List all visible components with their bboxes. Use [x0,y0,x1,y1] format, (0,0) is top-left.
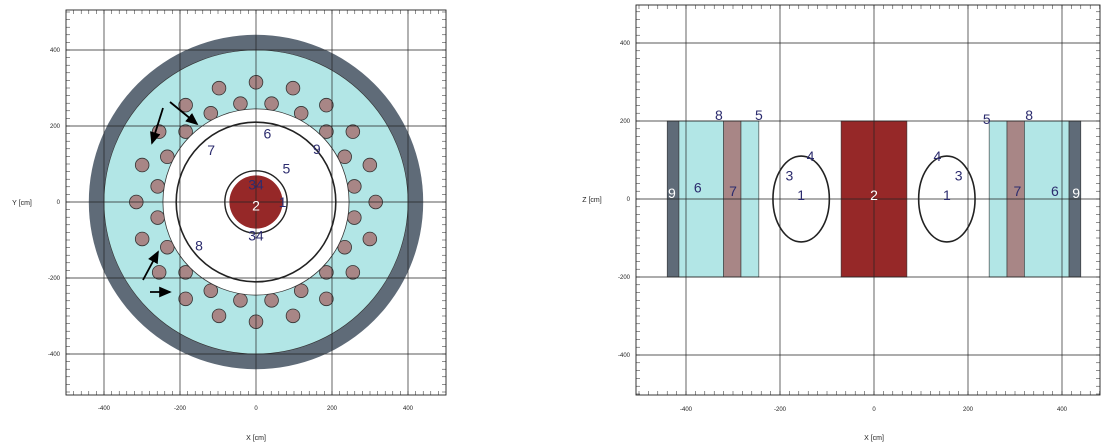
y-tick-label: 200 [620,119,631,125]
y-axis-label: Y [cm] [12,200,32,207]
fuel-rod [160,239,175,255]
region-label: 5 [283,161,291,177]
fuel-rod [293,283,309,298]
region-label: 4 [934,148,942,164]
x-tick-label: 0 [872,407,876,413]
y-tick-label: 400 [50,48,61,54]
x-tick-label: 0 [254,406,258,412]
x-axis-label: X [cm] [864,435,884,442]
fuel-rod [347,179,362,194]
region-label: 8 [715,107,723,123]
y-axis-label: Z [cm] [582,197,601,204]
fuel-rod [150,210,165,225]
xy-cross-section-panel: -400 -200 0 200 400 400 200 0 -200 -400 X [cm] Y [c… [12,9,447,442]
y-tick-label: 0 [627,197,631,203]
x-tick-label: 200 [327,406,338,412]
fuel-rod [264,96,279,111]
x-tick-label: 400 [403,406,414,412]
x-tick-label: 200 [963,407,974,413]
region-label: 1 [943,187,951,203]
region-label: 2 [252,197,260,213]
fuel-rod [151,265,167,280]
y-tick-label: 200 [50,124,61,130]
region-label: 4 [807,148,815,164]
region-label: 7 [1013,183,1021,199]
region-label: 3 [248,177,256,193]
fuel-rod [293,106,309,121]
fuel-rod [285,80,301,96]
fuel-rod [233,293,248,308]
fuel-rod [178,265,193,280]
fuel-rod [319,291,334,307]
region-label: 7 [207,142,215,158]
fuel-rod [337,149,352,165]
region-label: 3 [955,168,963,184]
plot-frame [635,4,1101,396]
region-label: 9 [1072,185,1080,201]
region-label: 9 [668,185,676,201]
fuel-rod [345,265,361,280]
fuel-rod [264,293,279,308]
fuel-rod [345,124,361,139]
region-label: 3 [786,168,794,184]
fuel-rod [134,231,150,247]
x-tick-label: -200 [174,406,187,412]
y-tick-label: -200 [48,276,61,282]
x-tick-label: 400 [1057,407,1068,413]
arrow-7a [169,101,199,126]
region-label: 4 [256,177,264,193]
region-label: 6 [1051,183,1059,199]
fuel-rod [178,97,193,113]
fuel-rod [203,283,219,298]
x-tick-label: -400 [680,407,693,413]
fuel-rod [134,157,150,173]
fuel-rod [285,308,301,324]
region-label: 8 [1025,107,1033,123]
y-tick-label: -400 [48,352,61,358]
region-label: 1 [279,194,287,210]
region-label: 5 [983,111,991,127]
fuel-rod [203,106,219,121]
y-tick-label: -200 [618,275,631,281]
y-tick-label: 0 [57,200,61,206]
y-tick-label: 400 [620,41,631,47]
fuel-rod [160,149,175,165]
fuel-rod [337,239,352,255]
arrow-7b [150,107,164,145]
region-label: 9 [313,141,321,157]
fuel-rod [211,308,227,324]
fuel-rod [347,210,362,225]
arrow-8a [142,250,159,281]
region-label: 8 [195,238,203,254]
region-label: 6 [264,126,272,142]
region-label: 1 [797,187,805,203]
x-tick-label: -400 [98,406,111,412]
fuel-rod [178,291,193,307]
fuel-rod [319,265,334,280]
y-tick-label: -400 [618,353,631,359]
xz-cross-section-panel: -400 -200 0 200 400 400 200 0 -200 -400 X [cm] Z [c… [582,4,1101,442]
region-label: 2 [870,187,878,203]
fuel-rod [319,97,334,113]
x-tick-label: -200 [774,407,787,413]
fuel-rod [362,231,378,247]
x-axis-label: X [cm] [246,435,266,442]
region-label: 6 [694,179,702,195]
region-label: 3 [248,227,256,243]
fuel-rod [233,96,248,111]
fuel-rod [319,124,334,139]
region-label: 4 [256,227,264,243]
region-label: 7 [729,183,737,199]
fuel-rod [362,157,378,173]
fuel-rod [211,80,227,96]
region-label: 5 [755,107,763,123]
fuel-rod [150,179,165,194]
